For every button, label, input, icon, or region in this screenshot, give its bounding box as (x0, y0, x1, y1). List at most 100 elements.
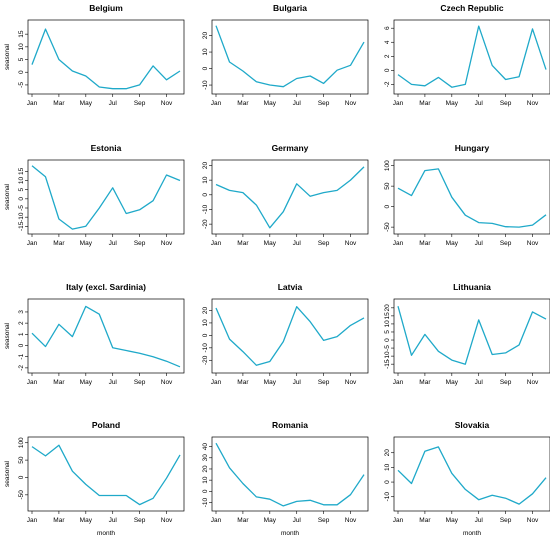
x-tick-label: Jan (27, 240, 38, 247)
y-tick-label: -5 (384, 345, 391, 351)
y-tick-label: 0 (384, 68, 391, 72)
x-tick-label: Mar (53, 240, 65, 247)
y-tick-label: -10 (202, 343, 209, 353)
series-line (31, 28, 181, 90)
y-tick-label: -10 (384, 351, 391, 361)
plot-frame (211, 298, 369, 374)
panel-title: Lithuania (453, 282, 491, 292)
y-tick-label: 15 (18, 30, 25, 38)
panel-slovakia: Slovakia Jan Mar May Jul Sep Nov -10 0 10 20 month (384, 420, 550, 537)
y-tick-label: 0 (384, 204, 391, 208)
x-tick-label: Mar (237, 100, 249, 107)
x-tick-label: Jul (293, 517, 302, 524)
y-tick-label: 10 (384, 320, 391, 328)
panel-poland: Poland Jan Mar May Jul Sep Nov -50 0 50 100 seasona… (4, 420, 185, 537)
x-tick-label: Jul (475, 100, 484, 107)
y-tick-label: 15 (18, 167, 25, 175)
x-tick-label: Jan (393, 517, 404, 524)
panel-latvia: Latvia Jan Mar May Jul Sep Nov -20 -10 0 10 20 (202, 282, 369, 386)
panel-hungary: Hungary Jan Mar May Jul Sep Nov -50 0 50 100 (384, 143, 550, 247)
plot-frame (393, 19, 550, 95)
panel-germany: Germany Jan Mar May Jul Sep Nov -20 -10 0 10 20 (202, 143, 369, 247)
plot-frame (211, 436, 369, 512)
x-tick-label: Jul (109, 240, 118, 247)
panel-belgium: Belgium Jan Mar May Jul Sep Nov -5 0 5 10 15 seasona… (4, 3, 185, 107)
y-tick-label: -1 (18, 353, 25, 359)
series-line (397, 306, 547, 365)
y-tick-label: 0 (18, 475, 25, 479)
plot-frame (27, 436, 185, 512)
panel-title: Bulgaria (273, 3, 307, 13)
x-tick-label: Nov (345, 517, 357, 524)
y-tick-label: -2 (18, 365, 25, 371)
plot-frame (27, 298, 185, 374)
x-tick-label: Sep (500, 240, 512, 247)
series-line (31, 165, 181, 230)
y-tick-label: -50 (18, 490, 25, 500)
x-tick-label: Mar (237, 517, 249, 524)
panel-title: Estonia (91, 143, 122, 153)
x-tick-label: May (264, 517, 277, 524)
y-tick-label: 100 (18, 437, 25, 448)
x-tick-label: Sep (318, 517, 330, 524)
x-tick-label: Jan (393, 240, 404, 247)
panel-romania: Romania Jan Mar May Jul Sep Nov -10 0 10 20 30 40 mon… (202, 420, 369, 537)
x-tick-label: Nov (161, 517, 173, 524)
x-tick-label: Jan (27, 100, 38, 107)
y-tick-label: 0 (384, 480, 391, 484)
plot-frame (211, 19, 369, 95)
x-tick-label: May (446, 100, 459, 107)
panel-title: Hungary (455, 143, 490, 153)
x-tick-label: Jan (27, 379, 38, 386)
y-tick-label: -5 (18, 82, 25, 88)
x-tick-label: May (446, 240, 459, 247)
panel-italy-excl-sardinia: Italy (excl. Sardinia) Jan Mar May Jul Sep Nov… (4, 282, 185, 386)
y-tick-label: -10 (202, 80, 209, 90)
x-tick-label: Nov (345, 100, 357, 107)
y-tick-label: 3 (18, 310, 25, 314)
x-tick-label: Sep (134, 379, 146, 386)
x-tick-label: Nov (527, 100, 539, 107)
y-axis-label: seasonal (4, 183, 11, 210)
y-tick-label: 0 (202, 193, 209, 197)
panel-title: Latvia (278, 282, 303, 292)
x-tick-label: Nov (345, 379, 357, 386)
panel-title: Romania (272, 420, 308, 430)
panel-czech-republic: Czech Republic Jan Mar May Jul Sep Nov -2 0 2 4 6 (384, 3, 550, 107)
panel-title: Slovakia (455, 420, 490, 430)
x-tick-label: Nov (161, 100, 173, 107)
x-tick-label: Mar (53, 100, 65, 107)
series-line (397, 168, 547, 228)
y-tick-label: 0 (202, 489, 209, 493)
x-tick-label: Sep (500, 379, 512, 386)
x-tick-label: Mar (419, 379, 431, 386)
y-tick-label: 0 (18, 197, 25, 201)
x-tick-label: Sep (134, 517, 146, 524)
x-tick-label: Jan (211, 517, 222, 524)
x-tick-label: Nov (161, 379, 173, 386)
x-tick-label: Sep (318, 379, 330, 386)
x-tick-label: Sep (318, 240, 330, 247)
x-tick-label: Jan (393, 379, 404, 386)
y-tick-label: -50 (384, 222, 391, 232)
y-tick-label: 2 (384, 54, 391, 58)
y-tick-label: 20 (202, 306, 209, 314)
y-tick-label: 10 (202, 48, 209, 56)
x-tick-label: Mar (419, 517, 431, 524)
y-tick-label: 10 (18, 177, 25, 185)
panel-lithuania: Lithuania Jan Mar May Jul Sep Nov -15-10-5 0 5 101… (384, 282, 550, 386)
y-tick-label: 5 (18, 57, 25, 61)
y-tick-label: 20 (202, 32, 209, 40)
x-tick-label: Mar (419, 240, 431, 247)
x-tick-label: Sep (500, 100, 512, 107)
series-line (397, 25, 547, 88)
x-tick-label: Jul (109, 379, 118, 386)
x-tick-label: Nov (345, 240, 357, 247)
series-line (31, 305, 181, 368)
y-tick-label: 10 (202, 476, 209, 484)
y-axis-label: seasonal (4, 322, 11, 349)
x-tick-label: Jul (475, 517, 484, 524)
y-tick-label: 20 (384, 304, 391, 312)
plot-frame (27, 19, 185, 95)
